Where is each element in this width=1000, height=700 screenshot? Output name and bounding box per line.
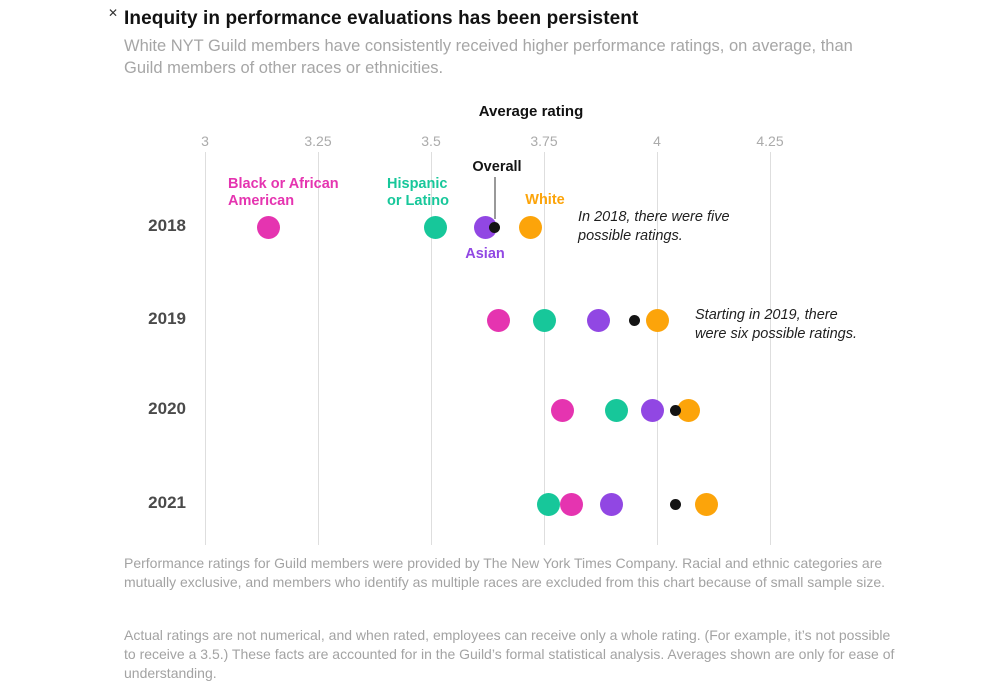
series-label-line: Overall	[472, 159, 522, 175]
x-tick-label: 4.25	[756, 133, 784, 149]
dot-white-2021	[695, 492, 719, 516]
ann-2018: In 2018, there were five possible rating…	[578, 209, 730, 244]
series-label-line: White	[525, 192, 565, 208]
x-tick-label: 3	[201, 133, 209, 149]
x-tick-label: 3.25	[304, 133, 332, 149]
dot-hispanic-or-latino-2018	[424, 215, 448, 239]
dot-hispanic-or-latino-2020	[604, 398, 628, 422]
dot-plot: Average rating 3 3.25 3.5 3.75 4 4.25 2018 2019…	[148, 103, 857, 545]
row-label-2020: 2020	[148, 399, 186, 418]
dot-overall-2020	[669, 404, 681, 416]
series-label-line: American	[228, 193, 295, 210]
gridline-4.25	[769, 152, 771, 545]
row-label-2019: 2019	[148, 309, 186, 328]
dot-overall-2018	[488, 221, 500, 233]
footnote-2: Actual ratings are not numerical, and wh…	[124, 627, 895, 681]
dot-overall-2019	[628, 314, 640, 326]
overall-connector-line	[494, 177, 496, 219]
footnote-1: Performance ratings for Guild members we…	[124, 555, 885, 590]
dot-overall-2021	[669, 498, 681, 510]
chart-title: Inequity in performance evaluations has …	[124, 8, 639, 29]
row-label-2018: 2018	[148, 216, 186, 235]
ann-2019: Starting in 2019, there were six possibl…	[695, 307, 857, 342]
dot-black-or-african-american-2020	[550, 398, 574, 422]
series-label-hispanic: Hispanic or Latino	[387, 176, 449, 210]
x-tick-label: 3.5	[421, 133, 441, 149]
gridline-3.75	[543, 152, 545, 545]
dot-white-2018	[518, 215, 542, 239]
series-label-line: or Latino	[387, 193, 450, 210]
gridline-3	[204, 152, 206, 545]
dot-white-2019	[645, 308, 669, 332]
row-label-2021: 2021	[148, 493, 186, 512]
series-label-line: Asian	[465, 246, 505, 262]
gridline-3.5	[430, 152, 432, 545]
dot-hispanic-or-latino-2021	[537, 492, 561, 516]
close-icon[interactable]: ✕	[108, 6, 119, 20]
series-label-black: Black or African American	[228, 176, 339, 210]
dot-black-or-african-american-2021	[559, 492, 583, 516]
chart-subtitle: White NYT Guild members have consistentl…	[124, 37, 853, 77]
dot-hispanic-or-latino-2019	[532, 308, 556, 332]
dot-white-2020	[677, 398, 701, 422]
series-label-asian: Asian	[454, 246, 516, 263]
dot-asian-2021	[600, 492, 624, 516]
dot-asian-2019	[586, 308, 610, 332]
x-tick-label: 4	[653, 133, 661, 149]
x-axis-title: Average rating	[478, 103, 584, 120]
dot-black-or-african-american-2019	[487, 308, 511, 332]
series-label-line: Black or African	[228, 176, 339, 192]
series-label-overall: Overall	[462, 159, 532, 176]
x-tick-label: 3.75	[530, 133, 558, 149]
gridline-3.25	[317, 152, 319, 545]
dot-asian-2020	[640, 398, 664, 422]
series-label-white: White	[518, 192, 572, 209]
gridline-4	[656, 152, 658, 545]
dot-asian-2018	[473, 215, 497, 239]
dot-black-or-african-american-2018	[256, 215, 280, 239]
series-label-line: Hispanic	[387, 176, 448, 192]
